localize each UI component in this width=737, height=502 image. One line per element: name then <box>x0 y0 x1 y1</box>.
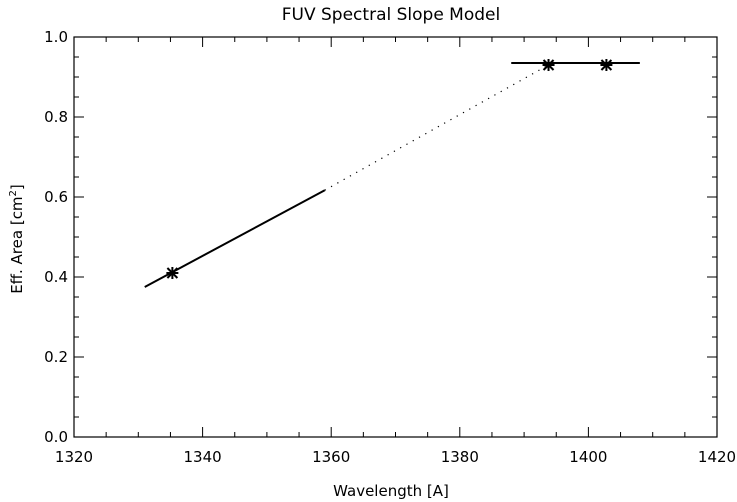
y-tick-label: 0.6 <box>44 188 68 206</box>
asterisk-marker <box>166 267 179 279</box>
y-axis-title-main: Eff. Area [cm <box>8 196 26 293</box>
series-layer <box>144 59 640 288</box>
x-tick-label: 1320 <box>55 448 93 466</box>
chart-title: FUV Spectral Slope Model <box>282 5 500 25</box>
y-tick-label: 0.0 <box>44 428 68 446</box>
y-tick-label: 0.8 <box>44 108 68 126</box>
asterisk-marker <box>542 59 555 71</box>
x-axis: 1320 1340 1360 1380 1400 1420 <box>55 37 736 466</box>
y-axis: 0.0 0.2 0.4 0.6 0.8 1.0 <box>44 28 717 446</box>
y-tick-label: 0.2 <box>44 348 68 366</box>
x-tick-label: 1380 <box>441 448 479 466</box>
x-axis-title: Wavelength [A] <box>333 482 449 500</box>
y-axis-title-end: ] <box>8 184 26 190</box>
x-tick-label: 1420 <box>698 448 736 466</box>
y-tick-label: 1.0 <box>44 28 68 46</box>
y-axis-title-superscript: 2 <box>8 190 19 196</box>
x-tick-label: 1360 <box>312 448 350 466</box>
x-tick-label: 1340 <box>184 448 222 466</box>
y-tick-label: 0.4 <box>44 268 68 286</box>
x-tick-label: 1400 <box>569 448 607 466</box>
y-axis-title: Eff. Area [cm2] <box>8 184 26 294</box>
asterisk-marker <box>600 59 613 71</box>
